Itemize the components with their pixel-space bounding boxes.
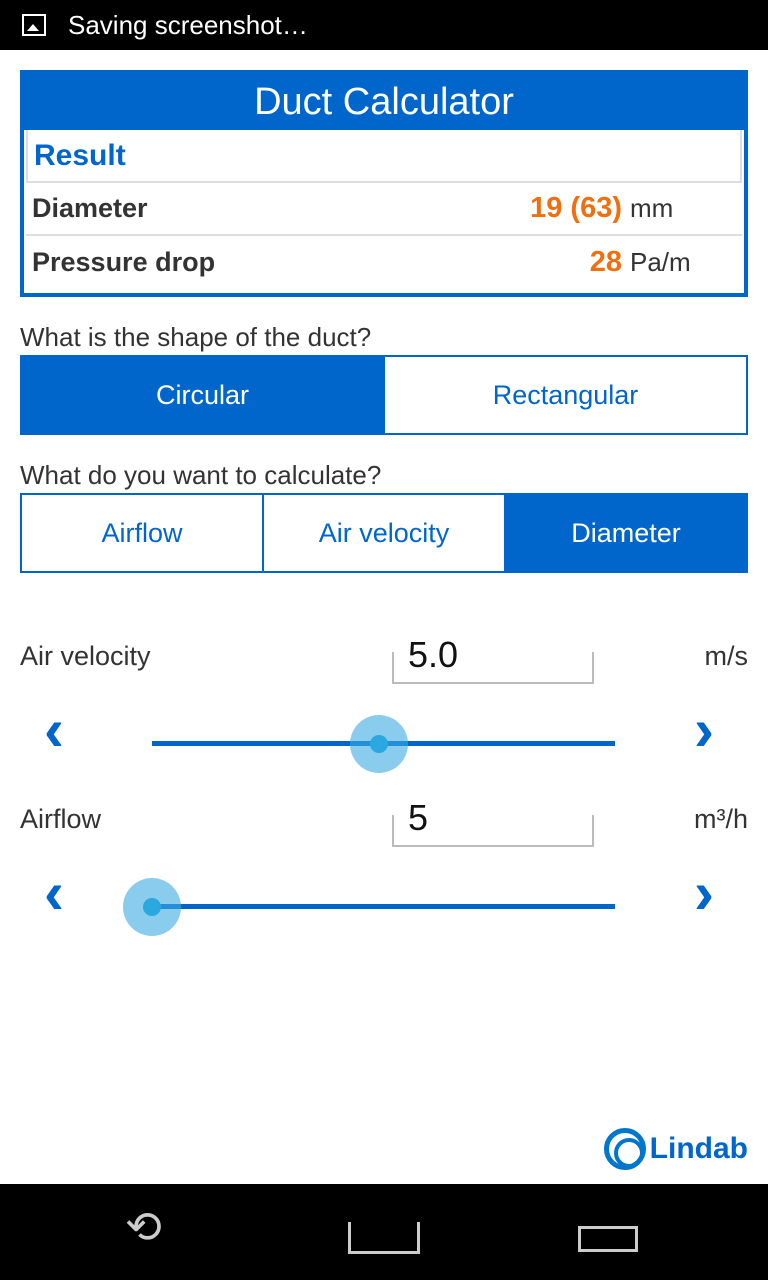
lindab-logo-icon [603,1128,646,1170]
result-value: 19 (63) [530,192,622,224]
status-bar: Saving screenshot… [0,0,768,50]
notification-text: Saving screenshot… [68,9,308,40]
airflow-increase-chevron-right-icon[interactable]: › [694,859,714,926]
airflow-label: Airflow [20,804,102,834]
airflow-slider-track[interactable] [152,904,615,909]
result-row-pressure-drop: Pressure drop 28 Pa/m [26,236,742,289]
app-title: Duct Calculator [24,74,744,130]
image-icon [22,14,46,36]
lindab-logo: Lindab [603,1128,748,1170]
shape-selector: Circular Rectangular [20,355,748,435]
result-heading: Result [26,130,742,183]
result-unit: Pa/m [630,247,691,277]
airflow-input[interactable]: 5 [408,797,429,838]
airflow-unit: m³/h [694,804,748,834]
calc-airflow-button[interactable]: Airflow [22,495,264,571]
result-card: Duct Calculator Result Diameter 19 (63) … [20,70,748,297]
result-label: Diameter [32,193,148,223]
home-icon[interactable] [348,1222,420,1254]
result-unit: mm [630,193,674,223]
shape-circular-button[interactable]: Circular [22,357,385,433]
airflow-input-underline [392,815,594,847]
velocity-input[interactable]: 5.0 [408,634,459,675]
airflow-slider-thumb[interactable] [123,878,181,936]
back-icon[interactable]: ⟲ [125,1203,162,1252]
calc-air-velocity-button[interactable]: Air velocity [264,495,506,571]
velocity-decrease-chevron-left-icon[interactable]: ‹ [44,696,64,763]
velocity-unit: m/s [704,641,749,671]
velocity-input-underline [392,652,594,684]
recent-apps-icon[interactable] [578,1226,638,1252]
result-row-diameter: Diameter 19 (63) mm [26,183,742,236]
velocity-increase-chevron-right-icon[interactable]: › [694,696,714,763]
result-label: Pressure drop [32,247,216,277]
velocity-label: Air velocity [20,641,151,671]
calc-selector: Airflow Air velocity Diameter [20,493,748,573]
calc-question: What do you want to calculate? [20,460,382,490]
result-value: 28 [589,246,622,278]
navigation-bar: ⟲ [0,1184,768,1280]
brand-name: Lindab [649,1132,748,1165]
airflow-decrease-chevron-left-icon[interactable]: ‹ [44,859,64,926]
calc-diameter-button[interactable]: Diameter [506,495,746,571]
shape-rectangular-button[interactable]: Rectangular [385,357,746,433]
velocity-slider-thumb[interactable] [349,715,408,773]
shape-question: What is the shape of the duct? [20,322,372,352]
